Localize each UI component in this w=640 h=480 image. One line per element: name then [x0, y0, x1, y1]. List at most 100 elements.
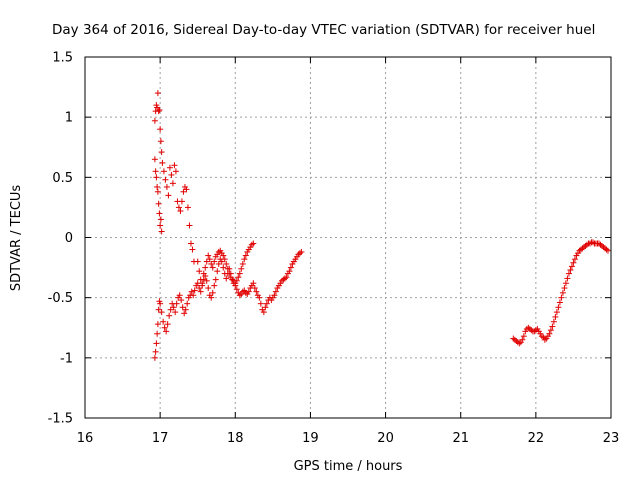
- data-point-arc-2: [154, 321, 161, 328]
- data-point-arc-2: [179, 304, 186, 311]
- data-point-arc-4: [260, 309, 267, 316]
- data-point-arc-3: [211, 258, 218, 265]
- data-point-arc-5: [570, 259, 577, 266]
- data-point-arc-2: [211, 282, 218, 289]
- data-point-arc-4: [296, 250, 303, 257]
- data-point-arc-1: [172, 168, 179, 175]
- data-point-arc-5: [520, 333, 527, 340]
- data-point-arc-2: [215, 260, 222, 267]
- data-point-arc-2: [157, 300, 164, 307]
- y-tick-label: -1.5: [48, 412, 73, 427]
- data-point-arc-5: [556, 299, 563, 306]
- data-point-arc-5: [546, 330, 553, 337]
- x-tick-label: 17: [152, 431, 169, 446]
- data-point-arc-1b: [157, 216, 164, 223]
- data-point-arc-1: [189, 246, 196, 253]
- data-point-arc-5: [561, 285, 568, 292]
- data-point-arc-4: [286, 268, 293, 275]
- data-point-arc-4: [262, 304, 269, 311]
- data-point-arc-2: [170, 304, 177, 311]
- x-tick-label: 20: [377, 431, 394, 446]
- data-point-arc-2: [197, 288, 204, 295]
- data-point-arc-4: [287, 264, 294, 271]
- data-point-arc-1b: [151, 156, 158, 163]
- data-point-arc-5: [553, 309, 560, 316]
- data-point-arc-1b: [152, 168, 159, 175]
- data-point-arc-1: [187, 240, 194, 247]
- data-point-arc-2: [190, 292, 197, 299]
- data-point-arc-3: [199, 280, 206, 287]
- data-point-arc-2: [220, 264, 227, 271]
- data-point-arc-4: [253, 288, 260, 295]
- data-point-arc-3: [235, 274, 242, 281]
- data-point-arc-5: [568, 263, 575, 270]
- data-point-arc-1: [175, 204, 182, 211]
- data-point-arc-3: [206, 256, 213, 263]
- data-point-arc-3: [223, 260, 230, 267]
- data-point-arc-3: [233, 277, 240, 284]
- data-point-arc-3: [226, 270, 233, 277]
- y-tick-label: 1: [65, 111, 73, 126]
- data-point-arc-2: [218, 258, 225, 265]
- data-point-arc-5: [559, 289, 566, 296]
- data-point-arc-3: [238, 265, 245, 272]
- data-point-arc-1: [180, 188, 187, 195]
- data-point-arc-2: [178, 297, 185, 304]
- data-point-arc-2: [184, 300, 191, 307]
- data-point-arc-1b: [158, 228, 165, 235]
- data-point-arc-2: [182, 306, 189, 313]
- data-point-arc-5: [604, 247, 611, 254]
- data-point-arc-1: [165, 192, 172, 199]
- data-point-arc-2: [166, 312, 173, 319]
- data-point-arc-1: [186, 222, 193, 229]
- data-point-arc-2: [223, 275, 230, 282]
- data-point-arc-1: [177, 208, 184, 215]
- plot-frame: [84, 56, 612, 419]
- data-point-arc-2: [209, 289, 216, 296]
- data-point-arc-1: [155, 108, 162, 115]
- x-tick-label: 19: [302, 431, 319, 446]
- data-point-arc-4: [283, 274, 290, 281]
- data-point-arc-1b: [156, 210, 163, 217]
- data-point-arc-3: [208, 260, 215, 267]
- x-tick-label: 21: [452, 431, 469, 446]
- y-tick-label: 1.5: [52, 51, 73, 66]
- data-point-arc-1: [157, 138, 164, 145]
- data-point-arc-4: [271, 292, 278, 299]
- data-point-arc-5: [555, 304, 562, 311]
- data-point-arc-1: [169, 180, 176, 187]
- data-point-arc-2: [245, 288, 252, 295]
- data-point-arc-3: [221, 256, 228, 263]
- y-tick-label: -1: [60, 351, 73, 366]
- data-point-arc-5: [564, 275, 571, 282]
- data-point-arc-2: [188, 288, 195, 295]
- data-point-arc-3: [205, 252, 212, 259]
- data-point-arc-5: [549, 323, 556, 330]
- data-point-arc-1: [158, 149, 165, 156]
- data-point-arc-3: [203, 258, 210, 265]
- data-point-arc-1: [184, 204, 191, 211]
- data-point-arc-4: [272, 288, 279, 295]
- data-point-arc-2: [153, 340, 160, 347]
- data-point-arc-4: [256, 294, 263, 301]
- data-point-arc-1: [154, 90, 161, 97]
- data-point-arc-3: [242, 252, 249, 259]
- data-point-arc-3: [250, 240, 257, 247]
- data-point-arc-2: [196, 285, 203, 292]
- data-point-arc-2: [212, 276, 219, 283]
- data-point-arc-2: [161, 324, 168, 331]
- data-point-arc-2: [205, 285, 212, 292]
- data-point-arc-1: [166, 164, 173, 171]
- data-point-arc-3: [200, 270, 207, 277]
- data-point-arc-5: [532, 327, 539, 334]
- x-tick-label: 16: [77, 431, 94, 446]
- data-point-arc-5: [552, 313, 559, 320]
- data-point-arc-2: [208, 294, 215, 301]
- data-point-arc-4: [251, 285, 258, 292]
- y-tick-label: -0.5: [48, 291, 73, 306]
- data-point-arc-2: [151, 354, 158, 361]
- data-point-arc-2: [163, 328, 170, 335]
- data-point-arc-2: [172, 309, 179, 316]
- data-point-arc-2: [191, 287, 198, 294]
